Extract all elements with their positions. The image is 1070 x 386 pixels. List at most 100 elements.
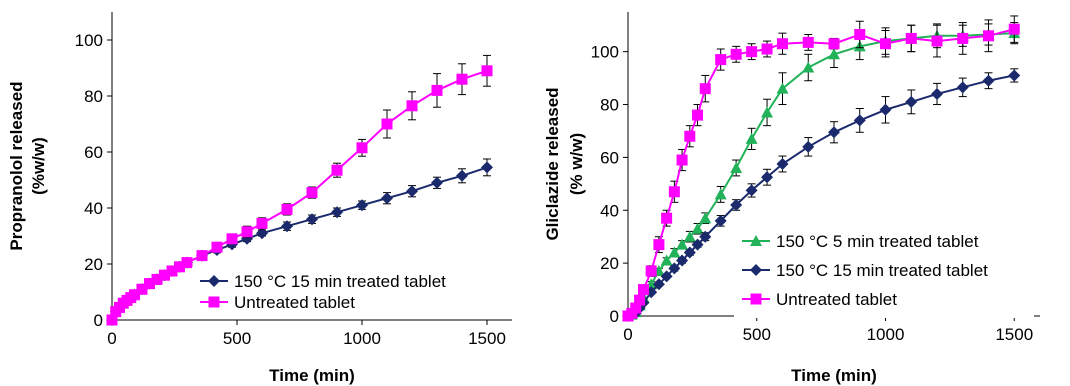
- data-point: [196, 250, 208, 262]
- data-point: [634, 294, 646, 306]
- data-point: [683, 246, 696, 259]
- data-point: [699, 212, 712, 224]
- x-tick-label: 0: [623, 325, 632, 344]
- data-point: [106, 314, 118, 326]
- data-point: [456, 73, 468, 85]
- data-point: [129, 289, 140, 301]
- legend-background: [734, 227, 1034, 318]
- data-point: [331, 164, 343, 176]
- data-point: [714, 188, 727, 200]
- x-tick-label: 0: [107, 329, 116, 348]
- data-point: [668, 246, 681, 258]
- data-point: [730, 198, 743, 211]
- data-point: [481, 65, 493, 77]
- data-point: [281, 220, 293, 233]
- data-point: [879, 103, 892, 116]
- data-point: [306, 213, 318, 226]
- data-point: [828, 38, 840, 50]
- data-point: [356, 142, 368, 154]
- data-point: [159, 269, 170, 281]
- series-square: [106, 54, 493, 326]
- legend-label: 150 °C 15 min treated tablet: [776, 261, 988, 280]
- y-tick-label: 60: [84, 143, 103, 162]
- y-tick-label: 40: [84, 199, 103, 218]
- legend-marker: [208, 296, 220, 308]
- data-point: [761, 171, 774, 184]
- data-point: [151, 273, 163, 285]
- x-tick-label: 500: [223, 329, 251, 348]
- data-point: [745, 132, 758, 144]
- legend-label: Untreated tablet: [776, 290, 897, 309]
- data-point: [256, 217, 268, 229]
- legend-label: 150 °C 5 min treated tablet: [776, 232, 979, 251]
- y-tick-label: 40: [600, 201, 619, 220]
- data-point: [630, 302, 642, 314]
- y-tick-label: 20: [600, 254, 619, 273]
- data-point: [730, 161, 743, 173]
- data-point: [983, 30, 994, 42]
- data-point: [356, 199, 368, 212]
- legend-label: Untreated tablet: [234, 293, 355, 312]
- y-tick-label: 100: [75, 31, 103, 50]
- y-tick-label: 0: [610, 307, 619, 326]
- data-point: [431, 176, 443, 189]
- legend-marker: [750, 293, 762, 305]
- data-point: [761, 106, 774, 118]
- data-point: [802, 140, 815, 153]
- data-point: [1008, 23, 1020, 35]
- data-point: [699, 83, 711, 95]
- data-point: [777, 38, 788, 50]
- data-point: [645, 265, 657, 277]
- data-point: [802, 36, 814, 48]
- data-point: [692, 109, 704, 121]
- data-point: [406, 100, 418, 112]
- data-point: [676, 154, 688, 166]
- data-point: [456, 169, 468, 182]
- legend-marker: [208, 275, 220, 287]
- data-point: [661, 212, 673, 224]
- data-point: [905, 32, 917, 44]
- legend-background: [192, 267, 492, 313]
- data-point: [982, 74, 995, 87]
- legend-marker: [750, 264, 762, 276]
- legend-label: 150 °C 15 min treated tablet: [234, 272, 446, 291]
- x-tick-label: 1500: [468, 329, 506, 348]
- data-point: [730, 48, 742, 60]
- y-tick-label: 80: [600, 96, 619, 115]
- data-point: [684, 130, 696, 142]
- y-tick-label: 20: [84, 255, 103, 274]
- y-tick-label: 60: [600, 148, 619, 167]
- data-point: [683, 230, 696, 242]
- data-point: [256, 227, 268, 240]
- y-axis-title: Propranolol released: [7, 81, 26, 250]
- data-point: [660, 270, 673, 283]
- data-point: [776, 82, 789, 94]
- data-point: [241, 226, 253, 238]
- data-point: [660, 254, 673, 266]
- data-point: [652, 278, 665, 291]
- data-point: [714, 214, 727, 227]
- data-point: [956, 81, 969, 94]
- data-point: [957, 32, 969, 44]
- data-point: [331, 206, 343, 219]
- y-axis-title-unit: (% w/w): [567, 133, 586, 195]
- legend: 150 °C 5 min treated tablet 150 °C 15 min…: [734, 227, 1034, 318]
- y-axis-title: Gliclazide released: [543, 87, 562, 240]
- data-point: [166, 265, 178, 277]
- data-point: [431, 84, 443, 96]
- y-tick-label: 100: [591, 43, 619, 62]
- data-point: [144, 278, 155, 290]
- data-point: [853, 114, 866, 127]
- data-point: [931, 87, 943, 100]
- data-point: [406, 185, 418, 198]
- data-point: [715, 54, 727, 66]
- data-point: [761, 43, 773, 55]
- series-square: [622, 15, 1020, 322]
- data-point: [174, 261, 185, 273]
- data-point: [691, 238, 704, 251]
- legend: 150 °C 15 min treated tablet Untreated ta…: [192, 267, 492, 313]
- data-point: [668, 186, 680, 198]
- data-point: [211, 241, 223, 253]
